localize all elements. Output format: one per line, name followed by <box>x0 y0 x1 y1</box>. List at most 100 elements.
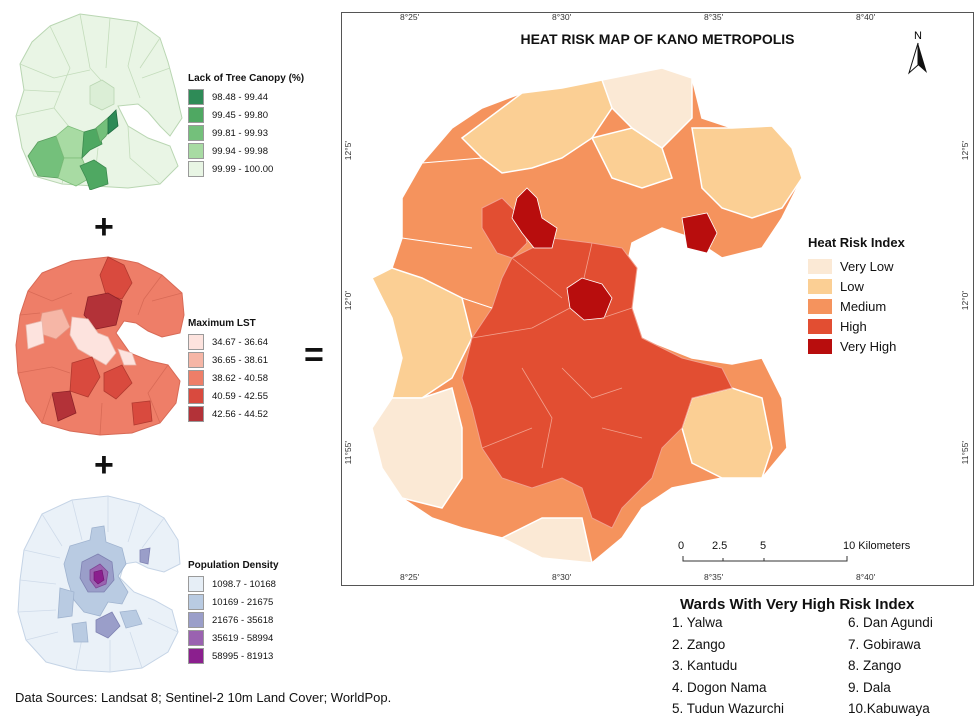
legend-row: 42.56 - 44.52 <box>188 405 268 423</box>
ward-item: 1. Yalwa <box>672 615 723 630</box>
legend-label: High <box>840 318 867 334</box>
legend-swatch <box>188 125 204 141</box>
legend-label: 35619 - 58994 <box>212 632 274 644</box>
ward-item: 2. Zango <box>672 636 726 652</box>
ward-item: 10.Kabuwaya <box>848 701 930 716</box>
legend-swatch <box>808 278 832 294</box>
lat-tick-left: 12°5' <box>343 141 353 161</box>
scale-label: 5 <box>760 540 767 552</box>
legend-row: 58995 - 81913 <box>188 647 279 665</box>
ward-item: 8. Zango <box>848 658 902 673</box>
scale-label: 2.5 <box>712 540 728 552</box>
legend-label: 34.67 - 36.64 <box>212 336 268 348</box>
lon-tick-top: 8°40' <box>856 12 876 22</box>
scale-label: 0 <box>678 540 685 552</box>
lon-tick-bottom: 8°30' <box>552 572 572 582</box>
legend-swatch <box>188 334 204 350</box>
legend-swatch <box>188 370 204 386</box>
legend-row: 98.48 - 99.44 <box>188 88 304 106</box>
heat-risk-map-frame: 8°25' 8°30' 8°35' 8°40' 8°25' 8°30' 8°35… <box>341 12 974 586</box>
legend-row: 99.99 - 100.00 <box>188 160 304 178</box>
legend-label: 36.65 - 38.61 <box>212 354 268 366</box>
legend-title: Maximum LST <box>188 318 256 329</box>
legend-row: Low <box>808 276 905 296</box>
legend-swatch <box>188 630 204 646</box>
legend-row: 35619 - 58994 <box>188 629 279 647</box>
max-lst-map <box>15 256 185 436</box>
legend-title: Population Density <box>188 560 279 571</box>
lat-tick-right: 12°5' <box>960 141 970 161</box>
lon-tick-top: 8°25' <box>400 12 420 22</box>
legend-swatch <box>188 89 204 105</box>
north-arrow-icon: N <box>908 30 927 75</box>
wards-title: Wards With Very High Risk Index <box>680 596 915 613</box>
scale-bar: 0 2.5 5 10 Kilometers <box>678 540 922 564</box>
legend-swatch <box>188 352 204 368</box>
ward-item: 4. Dogon Nama <box>672 679 767 695</box>
legend-row: 99.81 - 99.93 <box>188 124 304 142</box>
legend-swatch <box>188 594 204 610</box>
legend-swatch <box>808 258 832 274</box>
lat-tick-left: 11°55' <box>343 441 353 465</box>
legend-swatch <box>188 107 204 123</box>
lon-tick-bottom: 8°40' <box>856 572 876 582</box>
legend-label: 99.81 - 99.93 <box>212 127 268 139</box>
scale-label: 10 Kilometers <box>843 540 911 552</box>
tree-canopy-legend: Lack of Tree Canopy (%) 98.48 - 99.44 99… <box>188 73 304 178</box>
legend-label: Medium <box>840 298 887 314</box>
legend-row: 99.94 - 99.98 <box>188 142 304 160</box>
legend-label: 58995 - 81913 <box>212 650 274 662</box>
scale-bar-line <box>682 556 848 562</box>
population-density-legend: Population Density 1098.7 - 10168 10169 … <box>188 560 279 665</box>
legend-label: Low <box>840 278 864 294</box>
legend-swatch <box>188 406 204 422</box>
heat-risk-choropleth <box>370 68 802 563</box>
legend-label: Very High <box>840 338 897 354</box>
data-sources: Data Sources: Landsat 8; Sentinel-2 10m … <box>15 690 392 705</box>
legend-swatch <box>188 161 204 177</box>
legend-title: Heat Risk Index <box>808 235 905 250</box>
equals-operator: = <box>304 336 324 374</box>
heat-risk-legend: Heat Risk Index Very Low Low Medium High… <box>808 235 905 356</box>
legend-row: 21676 - 35618 <box>188 611 279 629</box>
legend-row: 99.45 - 99.80 <box>188 106 304 124</box>
legend-label: 99.94 - 99.98 <box>212 145 268 157</box>
legend-row: 38.62 - 40.58 <box>188 369 268 387</box>
legend-label: Very Low <box>840 258 894 274</box>
legend-swatch <box>808 318 832 334</box>
map-title: HEAT RISK MAP OF KANO METROPOLIS <box>520 31 795 47</box>
ward-item: 6. Dan Agundi <box>848 615 933 630</box>
legend-label: 1098.7 - 10168 <box>212 578 276 590</box>
tree-canopy-map <box>15 13 183 190</box>
ward-item: 9. Dala <box>848 679 891 695</box>
population-density-map <box>17 495 181 673</box>
wards-list: Wards With Very High Risk Index 1. Yalwa… <box>672 596 972 723</box>
legend-row: 40.59 - 42.55 <box>188 387 268 405</box>
legend-label: 21676 - 35618 <box>212 614 274 626</box>
legend-row: 36.65 - 38.61 <box>188 351 268 369</box>
legend-label: 99.99 - 100.00 <box>212 163 274 175</box>
north-label: N <box>914 30 922 42</box>
lat-tick-left: 12°0' <box>343 291 353 311</box>
legend-row: Very Low <box>808 256 905 276</box>
plus-operator: + <box>94 208 114 246</box>
legend-swatch <box>808 298 832 314</box>
legend-label: 42.56 - 44.52 <box>212 408 268 420</box>
legend-swatch <box>188 612 204 628</box>
legend-swatch <box>188 143 204 159</box>
legend-row: 1098.7 - 10168 <box>188 575 279 593</box>
legend-label: 98.48 - 99.44 <box>212 91 268 103</box>
legend-label: 10169 - 21675 <box>212 596 274 608</box>
lat-tick-right: 11°55' <box>960 441 970 465</box>
lon-tick-bottom: 8°35' <box>704 572 724 582</box>
ward-item: 5. Tudun Wazurchi <box>672 701 785 716</box>
ward-item: 7. Gobirawa <box>848 636 921 652</box>
lon-tick-bottom: 8°25' <box>400 572 420 582</box>
lon-tick-top: 8°30' <box>552 12 572 22</box>
legend-row: 34.67 - 36.64 <box>188 333 268 351</box>
legend-label: 38.62 - 40.58 <box>212 372 268 384</box>
lon-tick-top: 8°35' <box>704 12 724 22</box>
legend-row: High <box>808 316 905 336</box>
legend-title: Lack of Tree Canopy (%) <box>188 73 305 84</box>
legend-swatch <box>808 338 832 354</box>
